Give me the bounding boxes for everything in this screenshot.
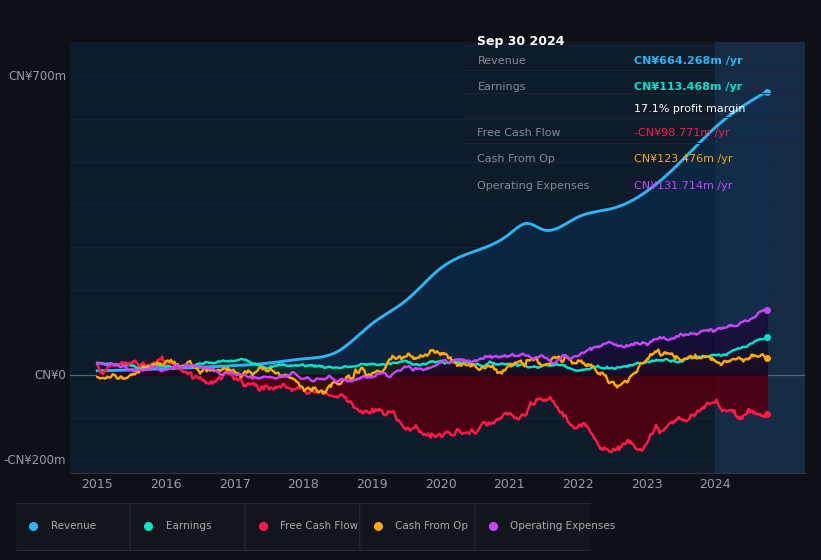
- Text: CN¥700m: CN¥700m: [8, 69, 67, 83]
- Text: Revenue: Revenue: [478, 55, 526, 66]
- Text: -CN¥98.771m /yr: -CN¥98.771m /yr: [635, 128, 730, 138]
- Text: Free Cash Flow: Free Cash Flow: [281, 521, 359, 531]
- FancyBboxPatch shape: [245, 503, 363, 550]
- Text: Earnings: Earnings: [478, 82, 526, 91]
- Text: Earnings: Earnings: [166, 521, 211, 531]
- Text: Sep 30 2024: Sep 30 2024: [478, 35, 565, 48]
- Text: CN¥131.714m /yr: CN¥131.714m /yr: [635, 181, 732, 192]
- Text: CN¥113.468m /yr: CN¥113.468m /yr: [635, 82, 742, 91]
- FancyBboxPatch shape: [360, 503, 478, 550]
- Text: CN¥664.268m /yr: CN¥664.268m /yr: [635, 55, 743, 66]
- Bar: [715, 42, 805, 473]
- Text: -CN¥200m: -CN¥200m: [3, 454, 67, 467]
- Text: Operating Expenses: Operating Expenses: [478, 181, 589, 192]
- Text: Cash From Op: Cash From Op: [396, 521, 469, 531]
- Text: CN¥123.476m /yr: CN¥123.476m /yr: [635, 153, 732, 164]
- FancyBboxPatch shape: [15, 503, 133, 550]
- FancyBboxPatch shape: [475, 503, 593, 550]
- Text: Cash From Op: Cash From Op: [478, 153, 555, 164]
- Text: CN¥0: CN¥0: [34, 368, 67, 381]
- FancyBboxPatch shape: [130, 503, 248, 550]
- Text: Revenue: Revenue: [51, 521, 96, 531]
- Text: Operating Expenses: Operating Expenses: [511, 521, 616, 531]
- Text: 17.1% profit margin: 17.1% profit margin: [635, 104, 745, 114]
- Text: Free Cash Flow: Free Cash Flow: [478, 128, 561, 138]
